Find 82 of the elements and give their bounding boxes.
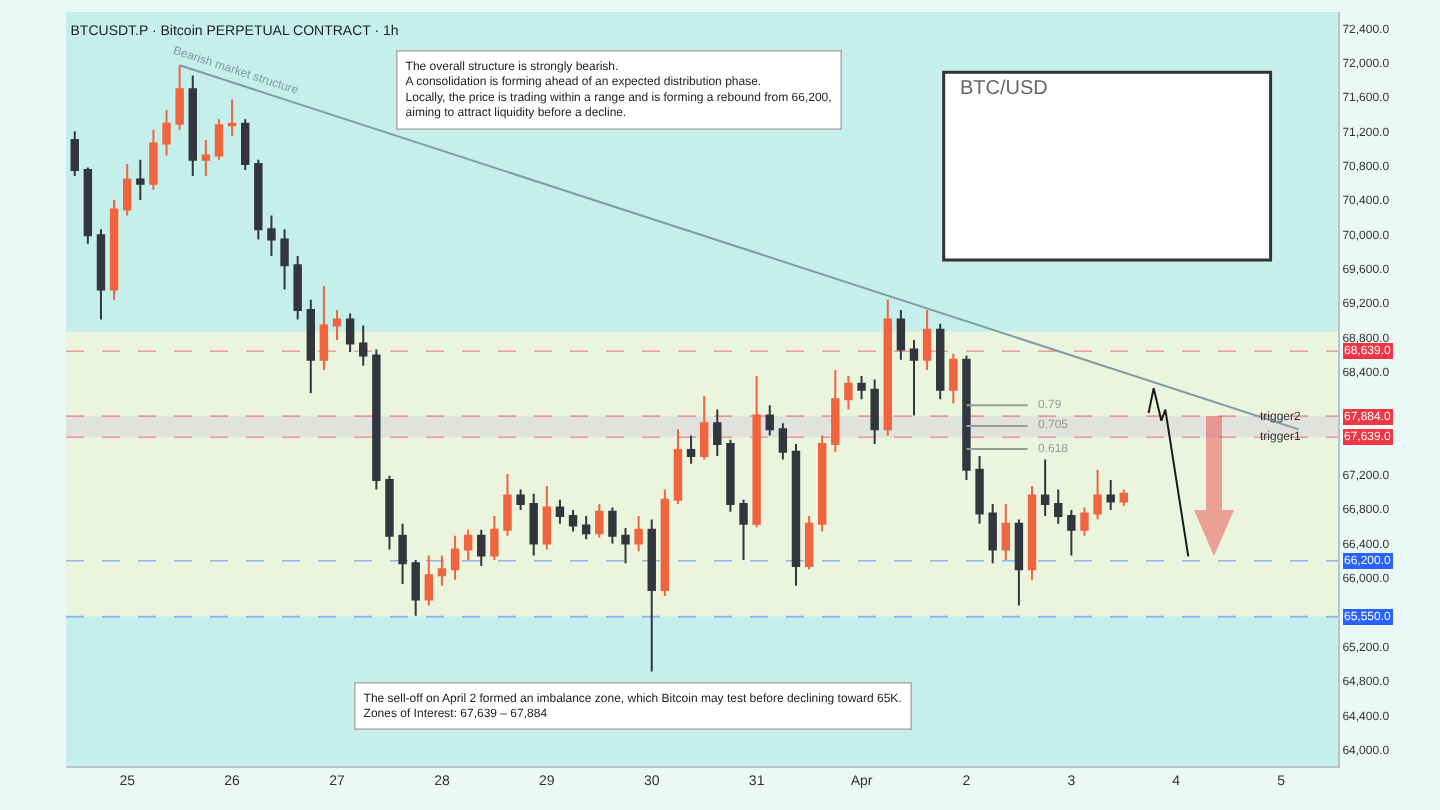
candlestick <box>1014 518 1024 607</box>
candlestick <box>516 488 525 512</box>
candlestick <box>1001 503 1010 561</box>
candlestick <box>136 158 145 202</box>
candlestick <box>267 214 276 257</box>
candlestick <box>857 375 866 401</box>
candlestick <box>1119 488 1129 507</box>
candlestick <box>699 394 709 461</box>
candlestick <box>424 554 434 607</box>
candlestick <box>70 130 79 178</box>
candlestick <box>214 118 224 161</box>
candlestick <box>398 522 407 585</box>
candlestick <box>437 554 447 587</box>
candlestick <box>319 284 329 372</box>
candlestick <box>713 408 722 457</box>
candlestick <box>122 163 132 217</box>
annotation: BTC/USD <box>960 78 1048 100</box>
candlestick <box>1080 506 1089 537</box>
candlestick <box>883 298 892 437</box>
candlestick <box>1027 485 1037 581</box>
candlestick <box>280 228 289 291</box>
candlestick <box>1106 479 1115 512</box>
candlestick <box>306 298 315 395</box>
candlestick <box>372 348 381 491</box>
candlestick <box>175 64 184 131</box>
candlestick <box>660 488 670 597</box>
candlestick <box>503 473 512 537</box>
candlestick <box>581 515 591 541</box>
candlestick <box>804 515 814 571</box>
candlestick <box>345 312 355 354</box>
candlestick <box>988 503 997 565</box>
candlestick <box>949 352 958 405</box>
candlestick <box>529 492 538 557</box>
candlestick <box>595 503 604 539</box>
candlestick <box>726 438 735 513</box>
candlestick <box>962 354 971 482</box>
candlestick <box>241 118 250 172</box>
candlestick <box>975 454 984 525</box>
candlestick <box>109 199 119 301</box>
candlestick <box>568 509 578 533</box>
candlestick <box>739 498 748 561</box>
candlestick <box>673 428 683 506</box>
candlestick <box>791 442 801 587</box>
candlestick <box>332 309 342 342</box>
candlestick <box>254 158 263 241</box>
candlestick <box>542 485 552 551</box>
candlestick <box>96 228 106 321</box>
candlestick <box>149 128 158 191</box>
candlestick <box>450 534 460 581</box>
candlestick <box>634 515 643 553</box>
candlestick <box>621 527 630 565</box>
candlestick <box>162 108 171 157</box>
candlestick <box>188 74 197 178</box>
candlestick <box>909 339 919 417</box>
candlestick <box>1054 488 1063 525</box>
candlestick <box>1040 458 1050 518</box>
candlestick <box>765 404 774 437</box>
candlestick <box>831 369 840 453</box>
candlestick <box>818 434 827 533</box>
candlestick <box>936 322 945 401</box>
candlestick <box>227 98 237 137</box>
candlestick <box>463 528 473 561</box>
candlestick <box>359 324 368 367</box>
candlestick <box>477 528 486 567</box>
candlestick <box>293 254 302 321</box>
candlestick <box>647 518 656 673</box>
candlestick <box>490 515 499 561</box>
candlestick <box>1093 468 1102 521</box>
candlestick <box>844 375 853 411</box>
candlestick <box>752 375 761 529</box>
candlestick <box>555 498 565 525</box>
candlestick <box>686 434 696 465</box>
candlestick <box>201 138 211 178</box>
candlestick <box>83 166 93 245</box>
candlestick <box>922 309 932 372</box>
candlestick <box>778 422 788 461</box>
candlestick <box>411 558 420 617</box>
candlestick <box>608 506 617 545</box>
candlestick <box>870 378 879 445</box>
candlestick <box>1067 509 1076 557</box>
candlestick <box>385 474 394 551</box>
candlestick <box>896 309 906 361</box>
